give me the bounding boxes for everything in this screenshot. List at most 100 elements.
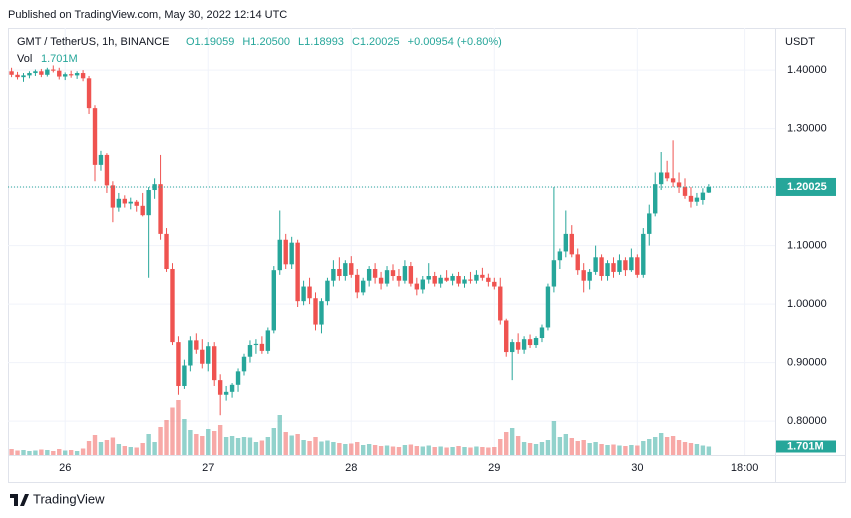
candle-body xyxy=(521,339,527,350)
candle-body xyxy=(396,276,402,281)
volume-bar xyxy=(74,451,80,455)
candle-body xyxy=(676,182,682,188)
candle-body xyxy=(468,279,473,281)
candle-body xyxy=(158,184,163,234)
volume-bar xyxy=(170,407,175,455)
volume-bar xyxy=(223,437,229,455)
volume-bar xyxy=(539,442,545,455)
candle-body xyxy=(110,185,116,208)
candle-body xyxy=(15,74,20,78)
candle-body xyxy=(128,201,133,204)
candle-body xyxy=(414,283,420,290)
x-tick-label: 26 xyxy=(59,462,71,474)
candle-body xyxy=(605,263,610,277)
volume-bar xyxy=(462,447,467,455)
volume-bar xyxy=(670,436,676,455)
candle-body xyxy=(271,270,276,331)
volume-bar xyxy=(372,445,378,455)
volume-bar xyxy=(641,441,646,455)
candle-body xyxy=(325,280,330,302)
candle-body xyxy=(444,277,449,281)
y-tick-label: 1.40000 xyxy=(787,64,827,76)
volume-bar xyxy=(492,447,497,455)
volume-bar xyxy=(80,448,86,455)
candle-body xyxy=(670,178,676,183)
volume-bar xyxy=(545,440,551,455)
candle-body xyxy=(283,239,288,265)
volume-bar xyxy=(438,446,443,455)
volume-bar xyxy=(676,440,682,455)
candle-body xyxy=(116,198,122,208)
candle-body xyxy=(450,276,455,281)
volume-bar xyxy=(104,440,110,455)
volume-bar xyxy=(647,439,652,455)
legend-open: O1.19059 xyxy=(186,36,234,48)
y-tick-label: 1.10000 xyxy=(787,240,827,252)
candle-body xyxy=(307,286,312,299)
logo xyxy=(10,494,29,506)
candle-body xyxy=(587,271,592,281)
x-tick-label: 29 xyxy=(488,462,500,474)
candle-body xyxy=(319,301,324,325)
volume-bar xyxy=(45,450,50,455)
candle-body xyxy=(569,233,574,255)
volume-bar xyxy=(432,447,437,455)
candle-body xyxy=(68,74,74,76)
candle-body xyxy=(134,201,139,206)
volume-bar xyxy=(15,450,20,455)
candle-body xyxy=(372,268,378,278)
candle-body xyxy=(80,73,86,79)
volume-bar xyxy=(271,428,276,455)
frame xyxy=(8,28,846,483)
volume-bar xyxy=(515,436,521,455)
candle-body xyxy=(575,254,580,271)
volume-bar xyxy=(420,446,425,455)
volume-bar xyxy=(390,446,396,455)
volume-bar xyxy=(682,442,688,455)
candle-body xyxy=(337,268,342,277)
volume-bar xyxy=(533,444,539,455)
volume-bar xyxy=(653,437,658,455)
candle-body xyxy=(170,268,175,343)
candle-body xyxy=(21,75,26,78)
candle-body xyxy=(545,286,551,328)
candle-body xyxy=(629,257,634,271)
volume-bar xyxy=(593,442,598,455)
volume-bar xyxy=(599,444,604,455)
volume-bar xyxy=(313,437,318,455)
volume-bar xyxy=(688,443,694,455)
candle-body xyxy=(700,192,706,200)
candle-body xyxy=(331,268,336,281)
symbol: GMT / TetherUS, 1h, BINANCE xyxy=(17,36,169,48)
candle-body xyxy=(33,71,38,74)
last-volume-label: 1.701M xyxy=(787,440,824,452)
published-note: Published on TradingView.com, May 30, 20… xyxy=(8,9,287,21)
volume-bar xyxy=(658,433,664,455)
candle-body xyxy=(349,263,354,275)
x-tick-label: 30 xyxy=(631,462,643,474)
brand: TradingView xyxy=(33,491,105,506)
candle-body xyxy=(539,327,545,339)
volume-bar xyxy=(408,444,414,455)
volume-bar xyxy=(426,445,431,455)
volume-bar xyxy=(277,415,282,455)
candle-body xyxy=(295,242,300,302)
volume-bar xyxy=(33,450,38,455)
candle-body xyxy=(384,270,390,284)
candle-body xyxy=(253,343,259,346)
candle-body xyxy=(229,384,235,392)
volume-bar xyxy=(468,447,473,455)
volume-bar xyxy=(27,451,32,455)
candle-body xyxy=(402,266,408,281)
volume-bar xyxy=(51,451,56,455)
volume-bar xyxy=(355,442,360,455)
candle-body xyxy=(504,320,509,353)
candle-body xyxy=(563,233,569,252)
volume-bar xyxy=(450,447,455,455)
candle-body xyxy=(259,343,265,351)
volume-bar xyxy=(289,435,294,455)
candle-body xyxy=(682,187,688,196)
candle-body xyxy=(39,71,44,75)
candle-body xyxy=(265,330,271,351)
